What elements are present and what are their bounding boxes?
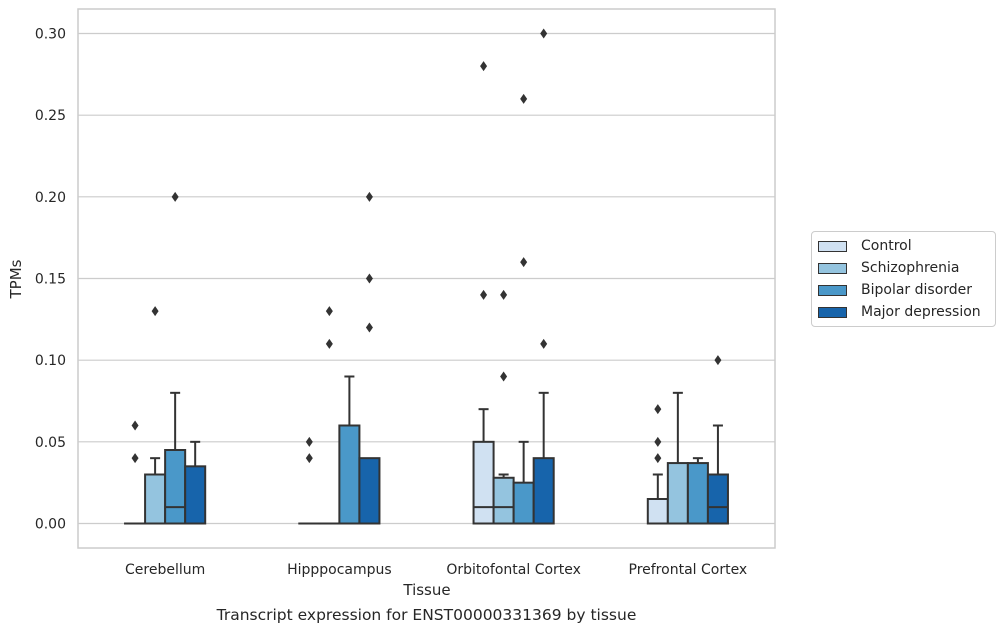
- x-tick-label: Prefrontal Cortex: [629, 562, 748, 578]
- y-tick-label: 0.10: [35, 353, 66, 369]
- x-tick-label: Hipppocampus: [287, 562, 392, 578]
- outlier-point: [520, 257, 528, 268]
- box: [358, 457, 381, 525]
- outlier-point: [540, 28, 548, 39]
- box: [512, 481, 535, 525]
- series-bipolar-disorder: [164, 93, 709, 525]
- legend-item-control: Control: [818, 236, 912, 256]
- outlier-point: [365, 273, 373, 284]
- legend: Control Schizophrenia Bipolar disorder M…: [811, 231, 996, 327]
- series-schizophrenia: [144, 289, 689, 525]
- box: [164, 449, 187, 525]
- x-tick-label: Orbitofontal Cortex: [446, 562, 581, 578]
- outlier-point: [654, 404, 662, 415]
- outlier-point: [654, 436, 662, 447]
- outlier-point: [520, 93, 528, 104]
- legend-swatch-control: [818, 240, 847, 252]
- outlier-point: [714, 355, 722, 366]
- legend-item-schizophrenia: Schizophrenia: [818, 258, 959, 278]
- y-tick-label: 0.00: [35, 517, 66, 533]
- y-tick-label: 0.05: [35, 435, 66, 451]
- y-axis-ticks: 0.00 0.05 0.10 0.15 0.20 0.25 0.30: [35, 27, 66, 533]
- series-control: [124, 61, 669, 525]
- outlier-point: [365, 322, 373, 333]
- box: [532, 457, 555, 525]
- x-tick-label: Cerebellum: [125, 562, 205, 578]
- legend-swatch-schizophrenia: [818, 262, 847, 274]
- plot-area-frame: [77, 8, 776, 549]
- outlier-point: [500, 371, 508, 382]
- outlier-point: [305, 436, 313, 447]
- outlier-point: [305, 453, 313, 464]
- legend-item-bipolar-disorder: Bipolar disorder: [818, 280, 972, 300]
- box: [686, 462, 709, 525]
- figure-caption: Transcript expression for ENST0000033136…: [216, 606, 637, 624]
- legend-label-control: Control: [861, 238, 912, 254]
- outlier-point: [480, 61, 488, 72]
- box: [338, 424, 361, 525]
- box: [646, 498, 669, 525]
- legend-label-bipolar-disorder: Bipolar disorder: [861, 282, 973, 298]
- outlier-point: [325, 338, 333, 349]
- y-axis-title: TPMs: [7, 259, 25, 299]
- box: [144, 473, 167, 525]
- outlier-point: [540, 338, 548, 349]
- y-tick-label: 0.30: [35, 27, 66, 43]
- outlier-point: [480, 289, 488, 300]
- outlier-point: [654, 453, 662, 464]
- outlier-point: [131, 453, 139, 464]
- x-axis-title: Tissue: [402, 581, 450, 599]
- y-tick-label: 0.20: [35, 190, 66, 206]
- outlier-point: [171, 191, 179, 202]
- legend-item-major-depression: Major depression: [818, 302, 981, 322]
- box-series: [124, 28, 729, 525]
- legend-swatch-major-depression: [818, 306, 847, 318]
- legend-swatch-bipolar-disorder: [818, 284, 847, 296]
- series-major-depression: [184, 28, 729, 525]
- x-axis-ticks: Cerebellum Hipppocampus Orbitofontal Corte…: [125, 562, 747, 578]
- outlier-point: [131, 420, 139, 431]
- box: [184, 465, 207, 525]
- legend-label-schizophrenia: Schizophrenia: [861, 260, 960, 276]
- box: [666, 462, 689, 525]
- outlier-point: [325, 306, 333, 317]
- outlier-point: [500, 289, 508, 300]
- box: [472, 440, 495, 525]
- outlier-point: [365, 191, 373, 202]
- legend-label-major-depression: Major depression: [861, 304, 981, 320]
- outlier-point: [151, 306, 159, 317]
- box: [492, 476, 515, 525]
- y-tick-label: 0.15: [35, 272, 66, 288]
- box: [706, 473, 729, 525]
- y-tick-label: 0.25: [35, 108, 66, 124]
